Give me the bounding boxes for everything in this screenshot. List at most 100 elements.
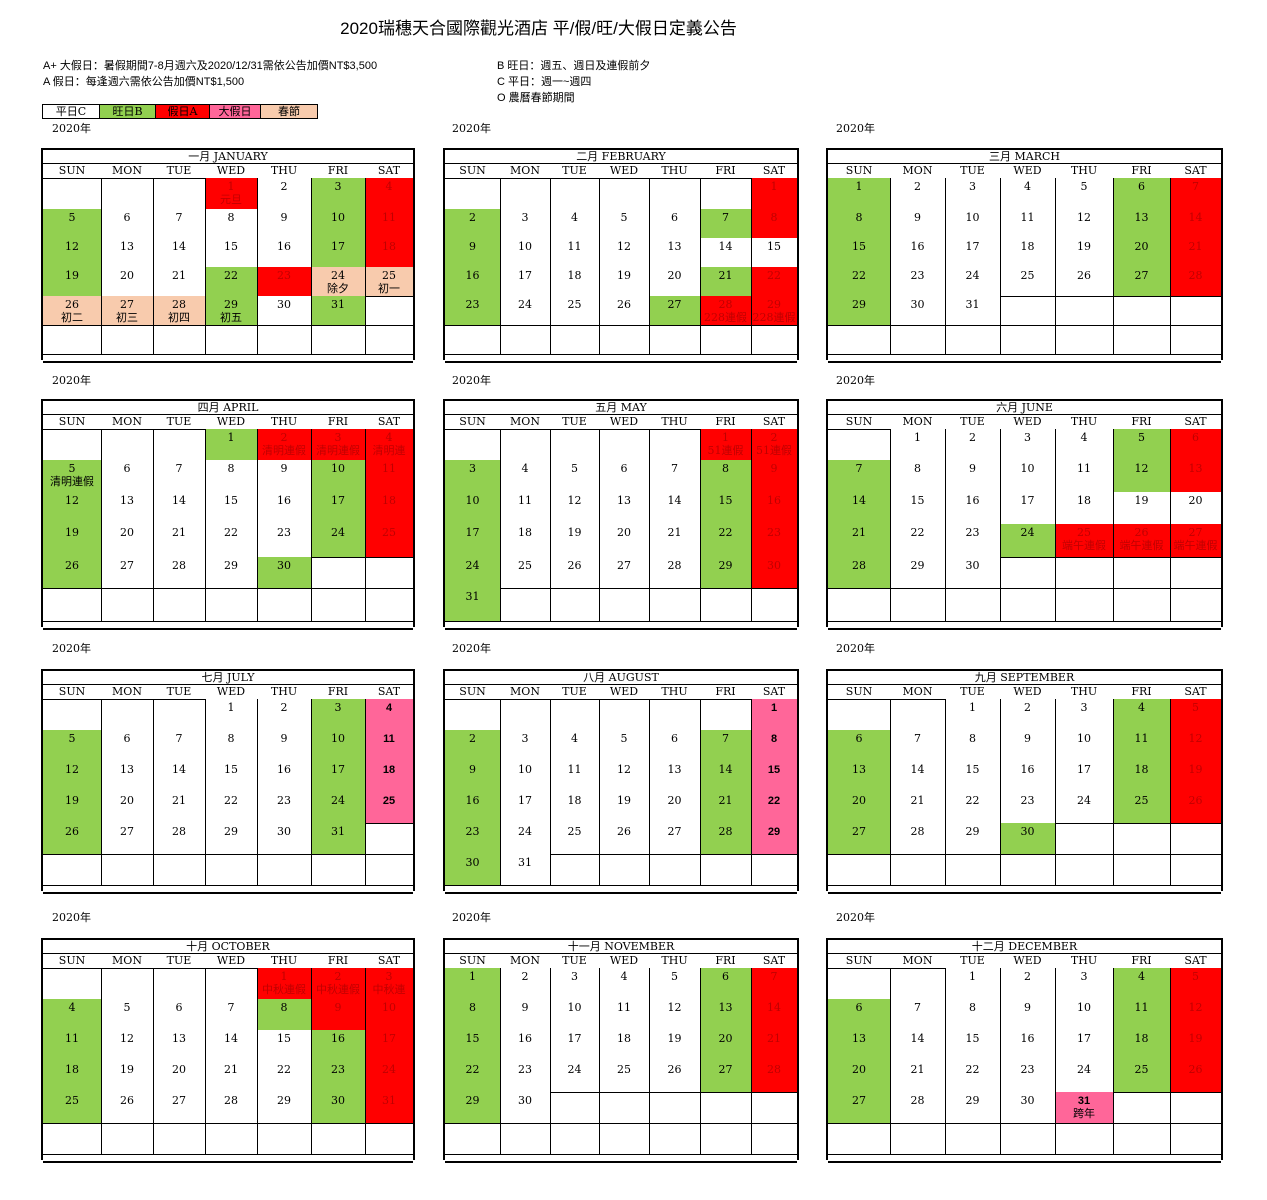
day-number: 20 [120,794,134,807]
weekday-header: SAT [1184,685,1207,698]
day-number: 4 [385,431,393,444]
day-cell: 19 [550,524,599,557]
day-cell: 5 [1170,968,1221,999]
day-cell: 24 [1055,792,1113,823]
day-number: 5 [620,211,628,224]
day-cell: 22 [751,792,797,823]
month-calendar: 十二月 DECEMBER SUN MON TUE WED THU FRI SAT 1 2 3 4 5 6 7… [826,938,1223,1163]
day-cell: 18 [1113,761,1170,792]
day-number: 30 [910,298,925,311]
day-number: 24 [518,298,532,311]
day-cell: 29 [700,557,751,588]
year-label: 2020年 [452,911,491,924]
day-number: 30 [965,559,980,572]
day-number: 26 [1134,526,1149,539]
day-cell: 5 清明連假 [43,460,101,492]
day-number: 1 [227,701,235,714]
day-cell: 13 [1170,460,1221,492]
day-cell: 19 [1170,1030,1221,1061]
day-number: 24 [965,269,980,282]
day-cell [649,429,700,460]
day-cell: 19 [43,792,101,823]
day-number: 11 [1020,211,1035,224]
day-cell: 25 [500,557,550,588]
day-cell [945,854,1000,885]
day-cell: 1 [205,429,257,460]
day-cell [153,968,205,999]
day-cell: 27 端午連假 [1170,524,1221,557]
weekday-header: WED [216,164,246,177]
day-cell: 29 [445,1092,500,1123]
day-number: 11 [382,211,396,224]
weekday-header: SAT [377,415,401,428]
day-cell: 26 [43,823,101,854]
month-title: 九月 SEPTEMBER [828,671,1221,685]
day-cell: 30 [257,823,311,854]
day-number: 5 [571,462,578,475]
day-cell [1113,588,1170,621]
day-cell: 18 [365,761,413,792]
day-cell: 2 [1000,699,1055,730]
day-number: 1 [770,702,778,714]
day-cell: 6 [599,460,649,492]
day-number: 4 [1024,180,1031,193]
day-cell: 3 [311,699,365,730]
day-number: 28 [718,298,733,311]
day-cell [1170,823,1221,854]
weekday-header: MON [902,685,933,698]
day-number: 15 [965,763,980,776]
day-cell: 26 [43,557,101,588]
day-number: 10 [331,732,345,745]
day-number: 16 [331,1032,345,1045]
weekday-header: TUE [562,164,587,177]
day-number: 2 [521,970,529,983]
legend-swatch: 大假日 [210,105,261,118]
day-cell [550,854,599,885]
day-cell: 11 [365,460,413,492]
day-cell: 24 [1055,1061,1113,1092]
day-cell: 29 [945,823,1000,854]
day-note: 51連假 [707,444,744,457]
day-number: 24 [1077,1063,1091,1076]
day-number: 27 [1188,526,1203,539]
day-note: 初二 [61,311,83,324]
weekday-header: FRI [1131,415,1152,428]
day-number: 22 [910,526,925,539]
day-number: 20 [667,269,682,282]
day-cell: 20 [828,792,890,823]
weekday-header: SAT [377,685,401,698]
day-number: 28 [767,1063,781,1076]
day-number: 17 [331,763,345,776]
day-number: 31 [331,825,345,838]
weekday-header: SAT [762,954,786,967]
day-number: 26 [65,825,79,838]
day-cell: 9 [945,460,1000,492]
day-number: 5 [68,462,76,475]
day-number: 11 [567,763,582,776]
day-number: 10 [1020,462,1035,475]
day-cell: 4 [599,968,649,999]
day-cell [101,1123,153,1154]
day-number: 11 [383,733,395,745]
day-number: 10 [382,1001,396,1014]
day-cell: 19 [43,524,101,557]
weekday-header: WED [1013,415,1042,428]
day-cell: 23 [445,296,500,325]
weekday-header: SUN [845,685,873,698]
day-cell: 3 [500,209,550,238]
day-cell: 31 [945,296,1000,325]
day-cell: 14 [205,1030,257,1061]
day-note: 清明連 [372,444,406,457]
day-cell: 28 [751,1061,797,1092]
day-cell: 7 [153,730,205,761]
day-cell [828,1123,890,1154]
day-cell: 3 [1000,429,1055,460]
day-cell: 21 [153,267,205,296]
day-number: 24 [331,526,345,539]
day-cell: 21 [700,792,751,823]
day-cell [500,588,550,621]
day-cell: 7 [890,730,945,761]
day-cell: 10 [365,999,413,1030]
day-number: 9 [280,732,288,745]
day-cell: 4 [365,699,413,730]
